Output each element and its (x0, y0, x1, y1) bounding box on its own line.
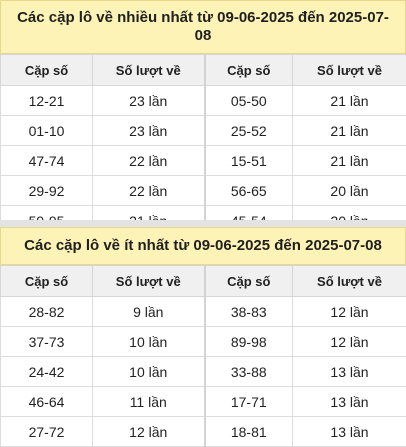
table-row: 46-64 11 lần 17-71 13 lần (1, 387, 406, 417)
header-count: Số lượt về (293, 266, 406, 297)
most-frequent-card: Các cặp lô về nhiều nhất từ 09-06-2025 đ… (0, 0, 406, 220)
least-frequent-card: Các cặp lô về ít nhất từ 09-06-2025 đến … (0, 227, 406, 435)
table-row: 37-73 10 lần 89-98 12 lần (1, 327, 406, 357)
table-header-row: Cặp số Số lượt về Cặp số Số lượt về (1, 266, 406, 297)
pair-cell: 24-42 (1, 357, 93, 387)
count-cell: 13 lần (293, 387, 406, 417)
count-cell: 23 lần (93, 86, 205, 116)
most-frequent-table: Cặp số Số lượt về Cặp số Số lượt về 12-2… (0, 54, 406, 236)
count-cell: 21 lần (293, 116, 406, 146)
count-cell: 20 lần (293, 176, 406, 206)
pair-cell: 17-71 (205, 387, 293, 417)
count-cell: 12 lần (293, 327, 406, 357)
count-cell: 12 lần (93, 417, 205, 447)
count-cell: 22 lần (93, 146, 205, 176)
pair-cell: 56-65 (205, 176, 293, 206)
header-pair: Cặp số (1, 55, 93, 86)
table-row: 29-92 22 lần 56-65 20 lần (1, 176, 406, 206)
pair-cell: 25-52 (205, 116, 293, 146)
pair-cell: 05-50 (205, 86, 293, 116)
pair-cell: 33-88 (205, 357, 293, 387)
pair-cell: 46-64 (1, 387, 93, 417)
pair-cell: 38-83 (205, 297, 293, 327)
table-row: 27-72 12 lần 18-81 13 lần (1, 417, 406, 447)
section-divider (0, 220, 406, 227)
pair-cell: 01-10 (1, 116, 93, 146)
pair-cell: 12-21 (1, 86, 93, 116)
table-row: 01-10 23 lần 25-52 21 lần (1, 116, 406, 146)
pair-cell: 37-73 (1, 327, 93, 357)
least-frequent-table: Cặp số Số lượt về Cặp số Số lượt về 28-8… (0, 265, 406, 447)
least-frequent-title: Các cặp lô về ít nhất từ 09-06-2025 đến … (0, 227, 406, 265)
pair-cell: 89-98 (205, 327, 293, 357)
header-count: Số lượt về (293, 55, 406, 86)
header-count: Số lượt về (93, 266, 205, 297)
pair-cell: 27-72 (1, 417, 93, 447)
table-header-row: Cặp số Số lượt về Cặp số Số lượt về (1, 55, 406, 86)
count-cell: 10 lần (93, 357, 205, 387)
table-row: 47-74 22 lần 15-51 21 lần (1, 146, 406, 176)
count-cell: 12 lần (293, 297, 406, 327)
header-count: Số lượt về (93, 55, 205, 86)
page: Các cặp lô về nhiều nhất từ 09-06-2025 đ… (0, 0, 406, 435)
count-cell: 13 lần (293, 417, 406, 447)
pair-cell: 28-82 (1, 297, 93, 327)
table-row: 12-21 23 lần 05-50 21 lần (1, 86, 406, 116)
header-pair: Cặp số (205, 55, 293, 86)
table-row: 28-82 9 lần 38-83 12 lần (1, 297, 406, 327)
count-cell: 23 lần (93, 116, 205, 146)
header-pair: Cặp số (205, 266, 293, 297)
count-cell: 21 lần (293, 146, 406, 176)
pair-cell: 15-51 (205, 146, 293, 176)
count-cell: 9 lần (93, 297, 205, 327)
most-frequent-title: Các cặp lô về nhiều nhất từ 09-06-2025 đ… (0, 0, 406, 54)
count-cell: 21 lần (293, 86, 406, 116)
pair-cell: 18-81 (205, 417, 293, 447)
pair-cell: 47-74 (1, 146, 93, 176)
header-pair: Cặp số (1, 266, 93, 297)
pair-cell: 29-92 (1, 176, 93, 206)
count-cell: 11 lần (93, 387, 205, 417)
table-row: 24-42 10 lần 33-88 13 lần (1, 357, 406, 387)
count-cell: 22 lần (93, 176, 205, 206)
count-cell: 13 lần (293, 357, 406, 387)
count-cell: 10 lần (93, 327, 205, 357)
